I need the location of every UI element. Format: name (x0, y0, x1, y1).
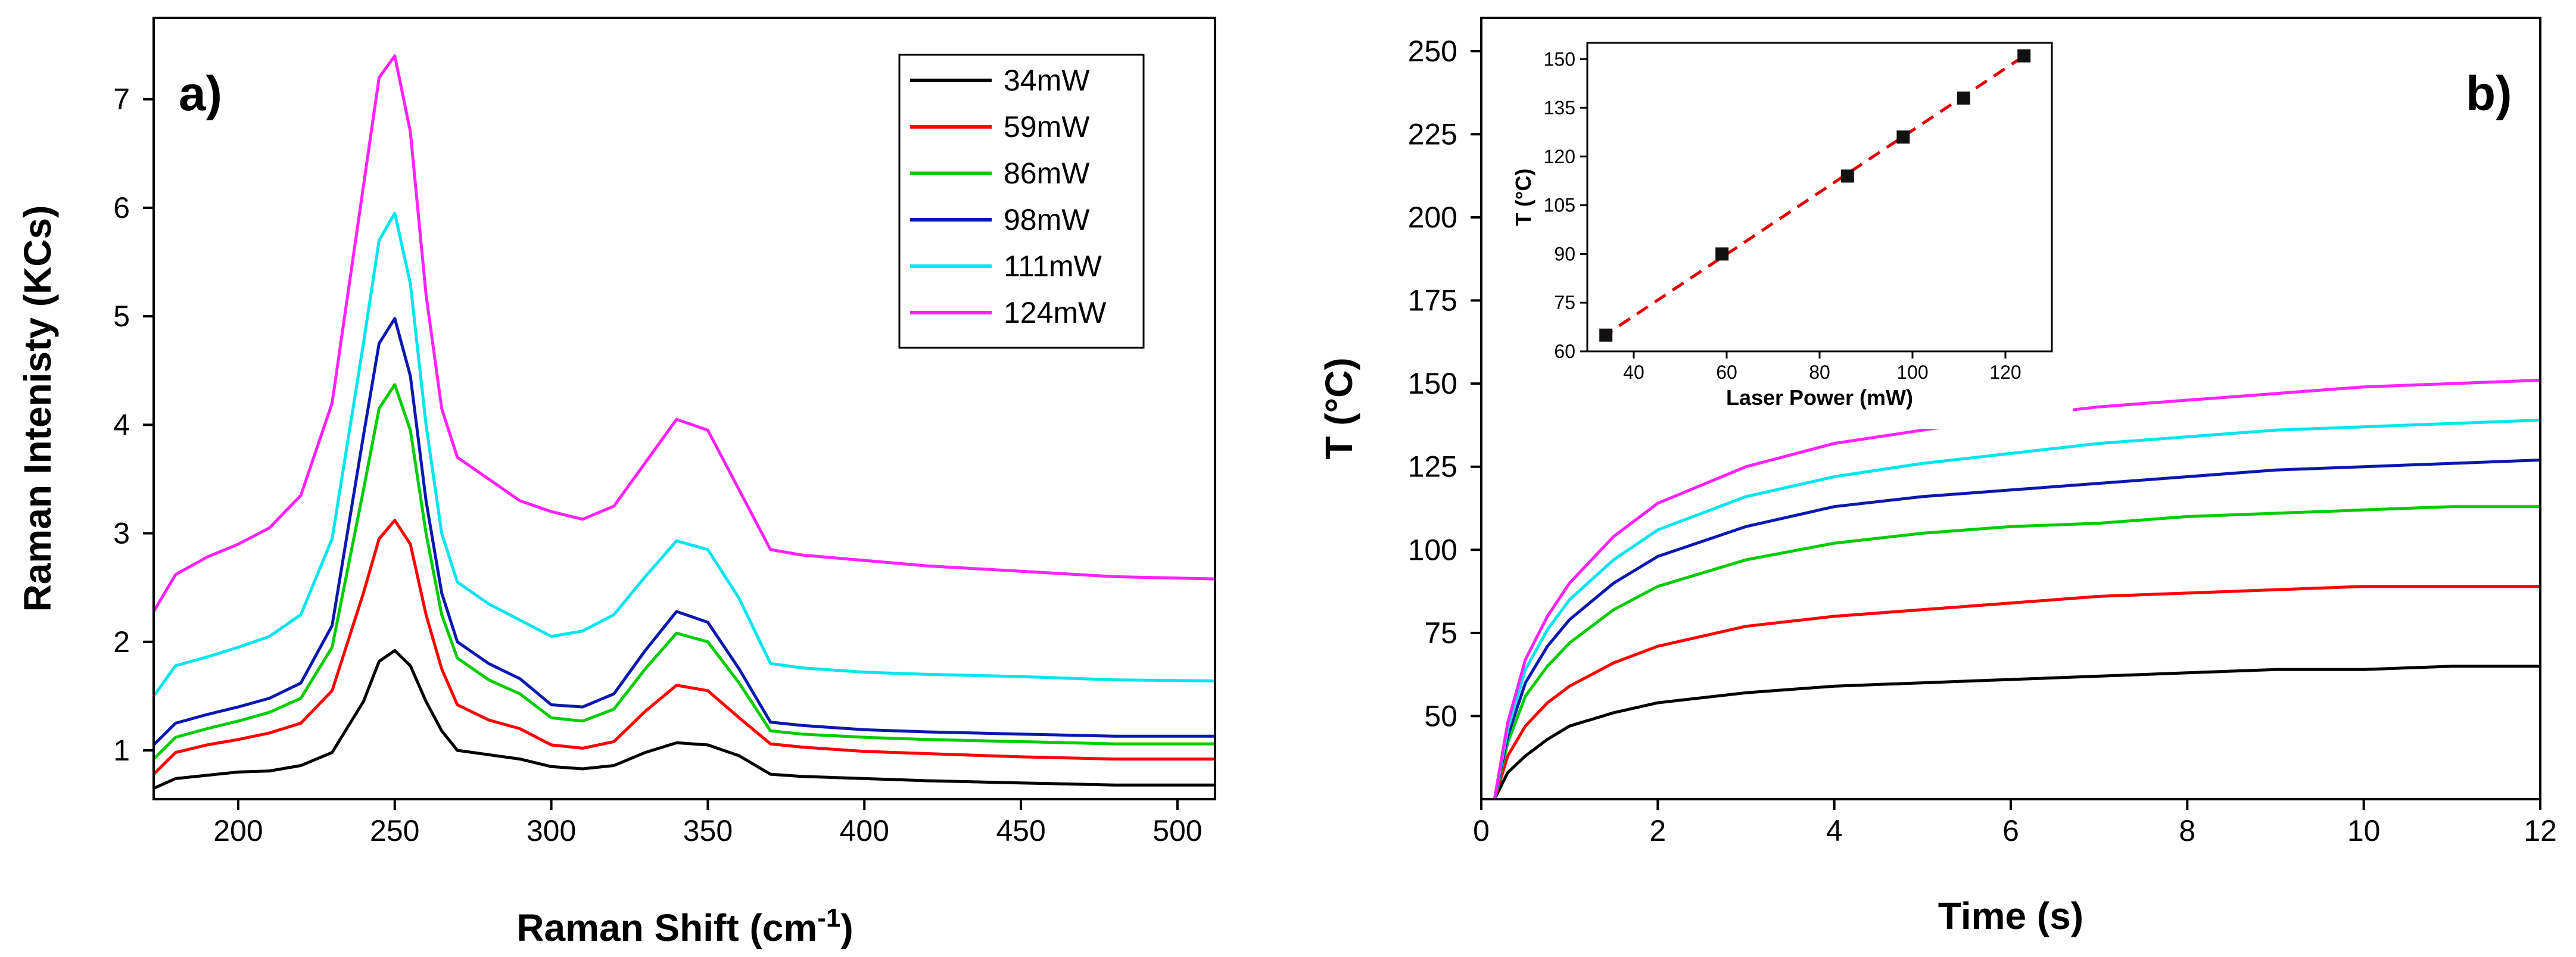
panel-a-series-group (152, 54, 1216, 790)
panel-b-series-98mW (1493, 459, 2541, 800)
panel-a-y-tick-label: 3 (113, 517, 130, 550)
panel-a-y-tick-label: 7 (113, 83, 130, 116)
panel-a-series-124mW (152, 54, 1216, 613)
panel-a-legend: 34mW 59mW 86mW 98mW 111mW 124mW (898, 54, 1145, 349)
panel-b-x-tick-label: 12 (2524, 814, 2557, 847)
panel-b-label: b) (2466, 67, 2512, 121)
panel-b-x-tick-label: 8 (2179, 814, 2195, 847)
panel-b-x-tick-label: 4 (1826, 814, 1843, 847)
panel-a-x-tick-label: 350 (683, 814, 733, 847)
panel-b-x-axis: 0 2 4 6 8 10 12 (1473, 799, 2557, 847)
panel-b-x-tick-label: 10 (2347, 814, 2381, 847)
inset-point (1715, 247, 1729, 261)
panel-a-label: a) (179, 67, 222, 121)
inset-points-group (1599, 49, 2031, 342)
panel-a-x-tick-label: 400 (840, 814, 889, 847)
inset-point (1896, 130, 1910, 144)
panel-a-plot-frame (152, 17, 1216, 800)
inset-y-tick-label: 60 (1554, 341, 1575, 362)
panel-b-y-tick-label: 50 (1424, 699, 1457, 732)
inset-x-tick-label: 60 (1716, 361, 1737, 383)
panel-b-y-tick-label: 75 (1424, 616, 1457, 650)
inset-y-tick-label: 150 (1544, 48, 1575, 70)
inset-point (1840, 169, 1854, 183)
panel-a-y-tick-label: 4 (113, 408, 130, 441)
inset-x-axis-label: Laser Power (mW) (1726, 385, 1913, 410)
inset-x-tick-label: 120 (1989, 361, 2021, 383)
panel-b-x-tick-label: 2 (1649, 814, 1666, 847)
panel-b-y-tick-label: 200 (1408, 201, 1457, 234)
inset-chart: 40 60 80 100 120 60 75 90 105 120 135 150 Laser Po… (1511, 24, 2073, 429)
inset-y-axis: 60 75 90 105 120 135 150 (1544, 48, 1587, 362)
panel-b-y-tick-label: 125 (1408, 450, 1457, 484)
inset-y-tick-label: 90 (1554, 243, 1575, 264)
legend-label-111mW: 111mW (1004, 250, 1102, 283)
inset-x-axis: 40 60 80 100 120 (1623, 351, 2021, 383)
panel-a-series-34mW (152, 649, 1215, 790)
inset-y-tick-label: 120 (1544, 146, 1575, 167)
panel-b-y-tick-label: 100 (1408, 533, 1457, 566)
panel-b-series-group (1493, 379, 2541, 800)
inset-y-tick-label: 75 (1554, 292, 1575, 313)
panel-a-x-axis: 200 250 300 350 400 450 500 (213, 799, 1203, 847)
panel-b-y-tick-label: 150 (1408, 367, 1457, 400)
panel-b-series-124mW (1493, 379, 2541, 800)
panel-a-series-111mW (152, 211, 1216, 697)
legend-label-124mW: 124mW (1004, 296, 1107, 329)
panel-b-y-axis-label: T (°C) (1317, 357, 1360, 459)
legend-label-86mW: 86mW (1004, 157, 1090, 190)
legend-label-98mW: 98mW (1004, 203, 1090, 236)
inset-background (1525, 24, 2073, 429)
legend-box (898, 54, 1145, 349)
panel-a-y-tick-label: 2 (113, 625, 130, 659)
panel-a-x-tick-label: 450 (996, 814, 1045, 847)
panel-a-y-tick-label: 1 (113, 734, 130, 767)
panel-a-x-tick-label: 300 (527, 814, 576, 847)
inset-x-tick-label: 40 (1623, 361, 1644, 383)
panel-b-series-86mW (1493, 505, 2540, 800)
panel-a-x-tick-label: 500 (1152, 814, 1202, 847)
panel-b-x-tick-label: 6 (2002, 814, 2019, 847)
panel-a-x-tick-label: 250 (370, 814, 419, 847)
inset-x-tick-label: 80 (1809, 361, 1830, 383)
panel-a-x-axis-label: Raman Shift (cm-1) (516, 903, 853, 950)
panel-a-series-59mW (152, 519, 1215, 775)
inset-point (1599, 328, 1613, 342)
inset-y-tick-label: 135 (1544, 97, 1575, 119)
inset-x-tick-label: 100 (1896, 361, 1928, 383)
panel-b-series-34mW (1493, 665, 2540, 800)
panel-b-y-axis: 50 75 100 125 150 175 200 225 250 (1408, 35, 1481, 732)
panel-a-y-axis-label: Raman Intenisty (KCs) (16, 205, 59, 612)
panel-a-y-axis: 1 2 3 4 5 6 7 (113, 83, 154, 767)
panel-b-y-tick-label: 225 (1408, 117, 1457, 151)
panel-a-y-tick-label: 5 (113, 300, 130, 333)
legend-label-34mW: 34mW (1004, 64, 1090, 97)
inset-y-axis-label: T (°C) (1511, 169, 1535, 226)
panel-a-series-98mW (152, 317, 1215, 746)
panel-a: 200 250 300 350 400 450 500 1 2 3 4 5 6 7 a) Raman S… (16, 17, 1216, 950)
inset-y-tick-label: 105 (1544, 195, 1575, 216)
panel-a-series-86mW (152, 383, 1215, 760)
panel-b-x-tick-label: 0 (1473, 814, 1490, 847)
inset-point (2017, 49, 2031, 63)
panel-b: 0 2 4 6 8 10 12 50 75 100 125 150 175 200 225 250 b) T… (1317, 17, 2557, 937)
panel-b-series-59mW (1493, 585, 2540, 800)
panel-b-y-tick-label: 175 (1408, 284, 1457, 317)
legend-label-59mW: 59mW (1004, 110, 1090, 144)
panel-b-y-tick-label: 250 (1408, 35, 1457, 68)
panel-b-x-axis-label: Time (s) (1938, 894, 2083, 937)
inset-point (1957, 91, 1970, 105)
panel-a-x-tick-label: 200 (213, 814, 263, 847)
panel-a-y-tick-label: 6 (113, 191, 130, 225)
panel-b-series-111mW (1493, 419, 2541, 800)
